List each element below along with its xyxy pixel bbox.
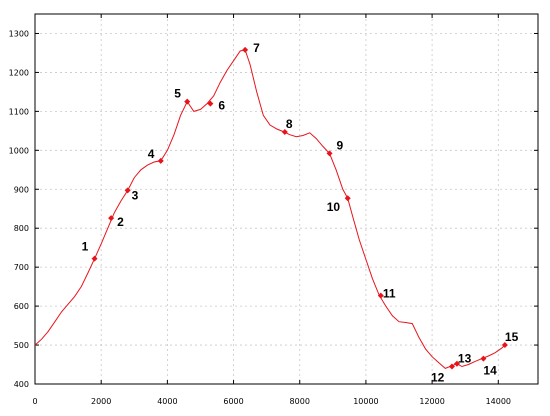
waypoint-marker bbox=[377, 292, 384, 299]
x-tick-label: 4000 bbox=[157, 397, 177, 406]
x-tick-label: 10000 bbox=[353, 397, 378, 406]
waypoint-label: 14 bbox=[483, 364, 497, 378]
waypoint-label: 6 bbox=[218, 99, 225, 113]
x-tick-label: 14000 bbox=[486, 397, 511, 406]
waypoint-marker bbox=[344, 195, 351, 202]
waypoint-marker bbox=[281, 129, 288, 136]
waypoint-label: 12 bbox=[431, 370, 445, 384]
plot-frame bbox=[34, 13, 539, 385]
waypoint-marker bbox=[242, 46, 249, 53]
waypoint-marker bbox=[124, 187, 131, 194]
waypoint-label: 9 bbox=[337, 138, 344, 152]
x-tick-label: 6000 bbox=[223, 397, 243, 406]
waypoint-label: 5 bbox=[174, 87, 181, 101]
axis-ticks bbox=[34, 14, 538, 385]
x-tick-label: 0 bbox=[32, 397, 37, 406]
waypoint-label: 2 bbox=[117, 215, 124, 229]
y-tick-labels: 400 500 600 700 800 900 1000 1100 1200 1300 bbox=[9, 29, 29, 389]
waypoint-marker bbox=[108, 215, 115, 222]
waypoint-marker bbox=[157, 157, 164, 164]
y-tick-label: 600 bbox=[14, 302, 29, 311]
waypoint-label: 4 bbox=[148, 147, 155, 161]
y-tick-label: 900 bbox=[14, 185, 29, 194]
waypoint-label: 1 bbox=[82, 240, 89, 254]
y-tick-label: 700 bbox=[14, 263, 29, 272]
waypoint-label: 7 bbox=[253, 41, 260, 55]
y-tick-label: 800 bbox=[14, 224, 29, 233]
elevation-line bbox=[34, 49, 506, 369]
x-tick-labels: 0 2000 4000 6000 8000 10000 12000 14000 bbox=[32, 397, 511, 406]
waypoint-marker bbox=[91, 255, 98, 262]
waypoint-marker bbox=[207, 100, 214, 107]
y-tick-label: 1000 bbox=[9, 146, 29, 155]
x-tick-label: 2000 bbox=[91, 397, 111, 406]
waypoint-marker bbox=[184, 98, 191, 105]
waypoint-marker bbox=[326, 150, 333, 157]
x-tick-label: 12000 bbox=[419, 397, 444, 406]
waypoint-label: 8 bbox=[286, 117, 293, 131]
waypoint-marker bbox=[448, 363, 455, 370]
waypoint-label: 11 bbox=[383, 287, 396, 301]
waypoint-label: 10 bbox=[327, 200, 341, 214]
grid bbox=[35, 14, 538, 384]
waypoint-label: 13 bbox=[458, 352, 472, 366]
y-tick-label: 500 bbox=[14, 341, 29, 350]
y-tick-label: 400 bbox=[14, 380, 29, 389]
waypoint-marker bbox=[453, 360, 460, 367]
x-tick-label: 8000 bbox=[290, 397, 310, 406]
y-tick-label: 1200 bbox=[9, 68, 29, 77]
waypoint-marker bbox=[501, 342, 508, 349]
waypoint-label: 15 bbox=[505, 330, 519, 344]
waypoint-marker bbox=[480, 355, 487, 362]
y-tick-label: 1300 bbox=[9, 29, 29, 38]
waypoint-markers bbox=[91, 46, 508, 370]
y-tick-label: 1100 bbox=[9, 107, 29, 116]
waypoint-label: 3 bbox=[132, 188, 139, 202]
